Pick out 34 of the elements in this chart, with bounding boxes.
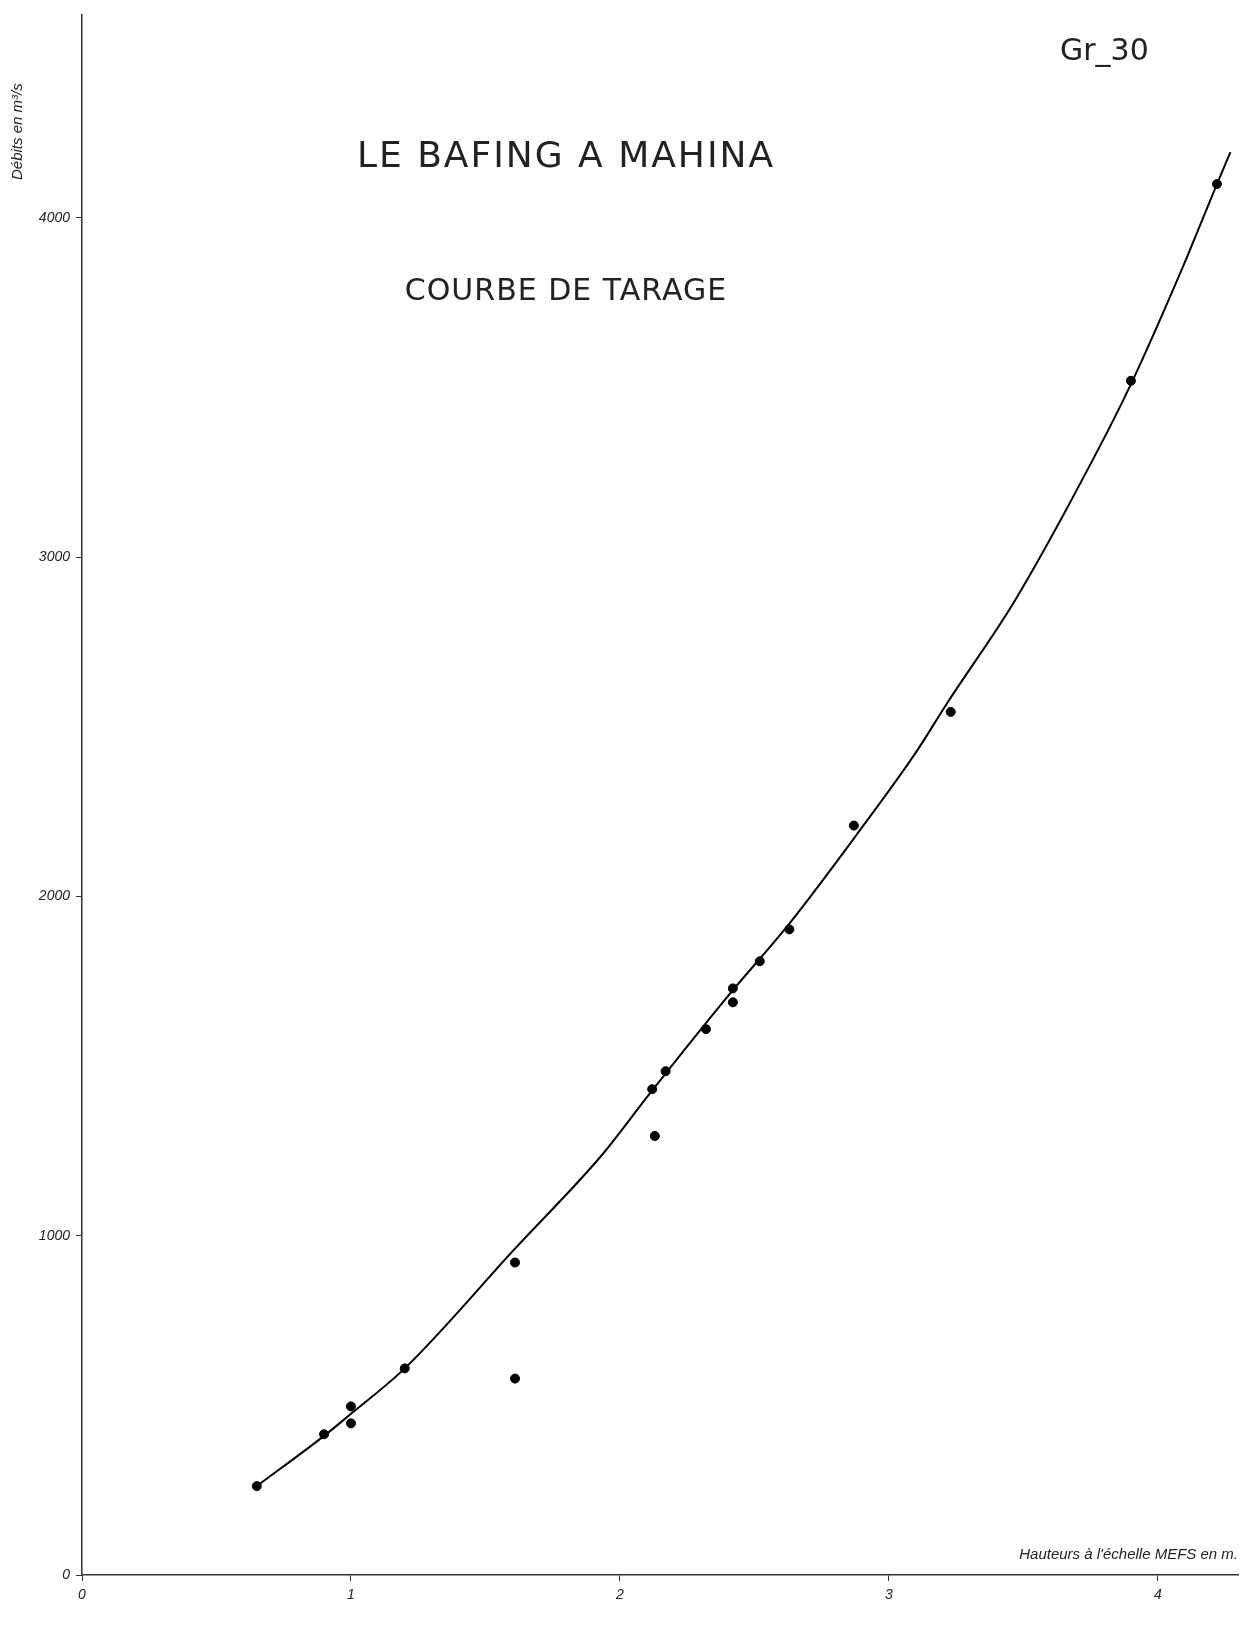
point bbox=[649, 1131, 660, 1141]
annotation: Gr_30 bbox=[1060, 32, 1149, 67]
y-axis-title: Débits en m³/s bbox=[8, 83, 25, 180]
y-tick-label: 3000 bbox=[38, 548, 71, 565]
y-tick-label: 0 bbox=[62, 1565, 71, 1582]
point bbox=[399, 1363, 410, 1374]
y-tick-label: 2000 bbox=[37, 887, 71, 904]
point bbox=[345, 1418, 356, 1429]
point bbox=[700, 1024, 711, 1035]
point bbox=[727, 997, 738, 1008]
x-tick-label: 3 bbox=[884, 1586, 893, 1603]
x-tick-label: 2 bbox=[615, 1586, 625, 1603]
point bbox=[1125, 375, 1136, 386]
point bbox=[754, 956, 765, 967]
point bbox=[727, 983, 738, 994]
point bbox=[660, 1066, 671, 1077]
point bbox=[945, 706, 956, 717]
y-tick-label: 4000 bbox=[38, 208, 71, 225]
point bbox=[848, 820, 859, 831]
x-tick-label: 0 bbox=[78, 1586, 87, 1603]
x-tick-label: 4 bbox=[1153, 1586, 1162, 1603]
point bbox=[784, 924, 795, 935]
point bbox=[647, 1084, 658, 1095]
y-tick-label: 1000 bbox=[38, 1226, 71, 1243]
point bbox=[1211, 179, 1222, 190]
x-axis-title: Hauteurs à l'échelle MEFS en m. bbox=[1019, 1545, 1238, 1562]
point bbox=[345, 1401, 356, 1412]
point bbox=[251, 1481, 262, 1492]
text: COURBE DE TARAGE bbox=[404, 272, 728, 307]
point bbox=[510, 1257, 521, 1268]
point bbox=[319, 1429, 330, 1440]
text: LE BAFING A MAHINA bbox=[356, 134, 776, 175]
x-tick-label: 1 bbox=[347, 1586, 355, 1603]
point bbox=[510, 1373, 521, 1384]
